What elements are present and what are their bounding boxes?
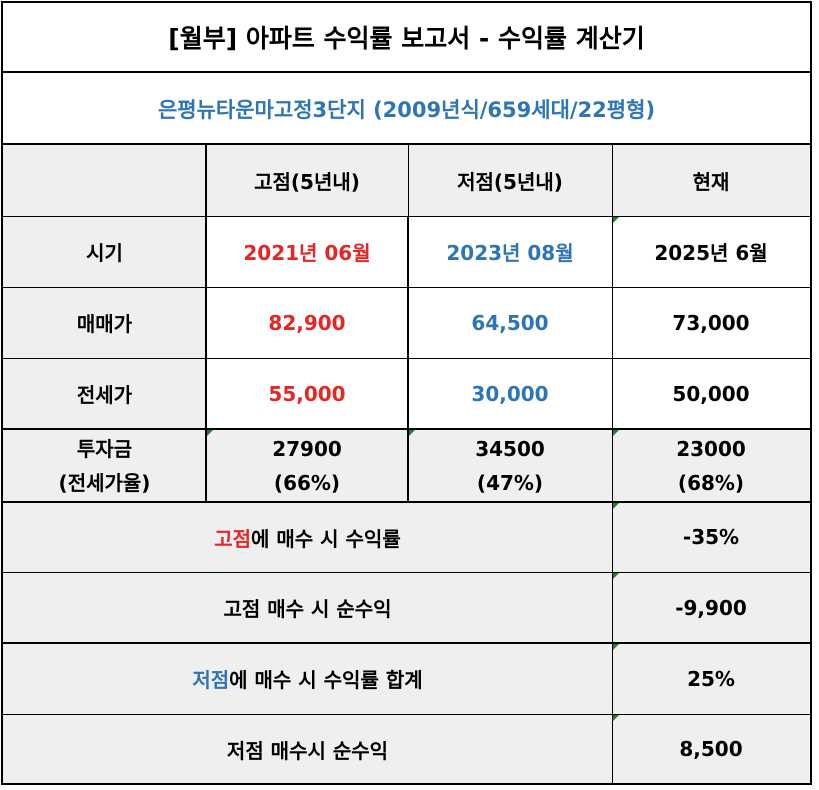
- invest-label-line1: 투자금: [76, 436, 133, 461]
- period-low: 2023년 08월: [408, 216, 612, 287]
- invest-high-ratio: (66%): [273, 470, 341, 495]
- high-return-text: 에 매수 시 수익률: [251, 526, 401, 551]
- grid-line: [1, 642, 812, 644]
- sale-low: 64,500: [408, 287, 612, 358]
- invest-now-amount: 23000: [676, 436, 746, 461]
- high-return-label: 고점 에 매수 시 수익률: [3, 502, 612, 572]
- low-return-value: 25%: [612, 643, 810, 714]
- low-return-prefix: 저점: [192, 668, 230, 692]
- cell-comment-indicator: [409, 430, 415, 436]
- period-high: 2021년 06월: [206, 216, 408, 287]
- sale-high: 82,900: [206, 287, 408, 358]
- high-net-label: 고점 매수 시 순수익: [3, 572, 612, 643]
- cell-comment-indicator: [613, 644, 619, 650]
- row-label-sale: 매매가: [3, 287, 206, 358]
- grid-line: [3, 358, 810, 359]
- high-net-value: -9,900: [612, 572, 810, 643]
- grid-line: [1, 71, 812, 73]
- row-label-jeonse: 전세가: [3, 358, 206, 429]
- column-header-now: 현재: [612, 145, 810, 216]
- invest-label-line2: (전세가율): [58, 470, 151, 495]
- low-net-label: 저점 매수시 순수익: [3, 714, 612, 784]
- invest-low: 34500 (47%): [408, 429, 612, 502]
- invest-high-amount: 27900: [272, 436, 342, 461]
- cell-comment-indicator: [613, 715, 619, 721]
- invest-low-ratio: (47%): [476, 470, 544, 495]
- period-now: 2025년 6월: [612, 216, 810, 287]
- grid-line: [1, 428, 812, 430]
- grid-line: [3, 572, 810, 573]
- cell-comment-indicator: [613, 503, 619, 509]
- grid-line: [1, 143, 812, 145]
- cell-comment-indicator: [613, 573, 619, 579]
- grid-line: [1, 501, 812, 503]
- sale-now: 73,000: [612, 287, 810, 358]
- cell-comment-indicator: [207, 430, 213, 436]
- row-label-period: 시기: [3, 216, 206, 287]
- cell-comment-indicator: [613, 430, 619, 436]
- low-return-text: 에 매수 시 수익률 합계: [229, 668, 423, 692]
- invest-now: 23000 (68%): [612, 429, 810, 502]
- grid-line: [408, 143, 409, 216]
- jeonse-low: 30,000: [408, 358, 612, 429]
- grid-line: [3, 714, 810, 715]
- jeonse-high: 55,000: [206, 358, 408, 429]
- high-return-value: -35%: [612, 502, 810, 572]
- header-corner: [3, 145, 206, 216]
- low-return-label: 저점 에 매수 시 수익률 합계: [3, 643, 612, 714]
- grid-line: [3, 287, 810, 288]
- low-net-value: 8,500: [612, 714, 810, 784]
- jeonse-now: 50,000: [612, 358, 810, 429]
- apartment-subtitle: 은평뉴타운마고정3단지 (2009년식/659세대/22평형): [3, 73, 810, 144]
- grid-line: [407, 216, 409, 502]
- cell-comment-indicator: [613, 217, 619, 223]
- grid-line: [612, 143, 613, 784]
- grid-line: [3, 216, 810, 217]
- high-return-prefix: 고점: [214, 526, 252, 551]
- invest-low-amount: 34500: [475, 436, 545, 461]
- invest-high: 27900 (66%): [206, 429, 408, 502]
- invest-now-ratio: (68%): [677, 470, 745, 495]
- row-label-invest: 투자금 (전세가율): [3, 429, 206, 502]
- grid-line: [205, 143, 207, 502]
- report-title: [월부] 아파트 수익률 보고서 - 수익률 계산기: [3, 3, 810, 71]
- column-header-low: 저점(5년내): [408, 145, 612, 216]
- column-header-high: 고점(5년내): [206, 145, 408, 216]
